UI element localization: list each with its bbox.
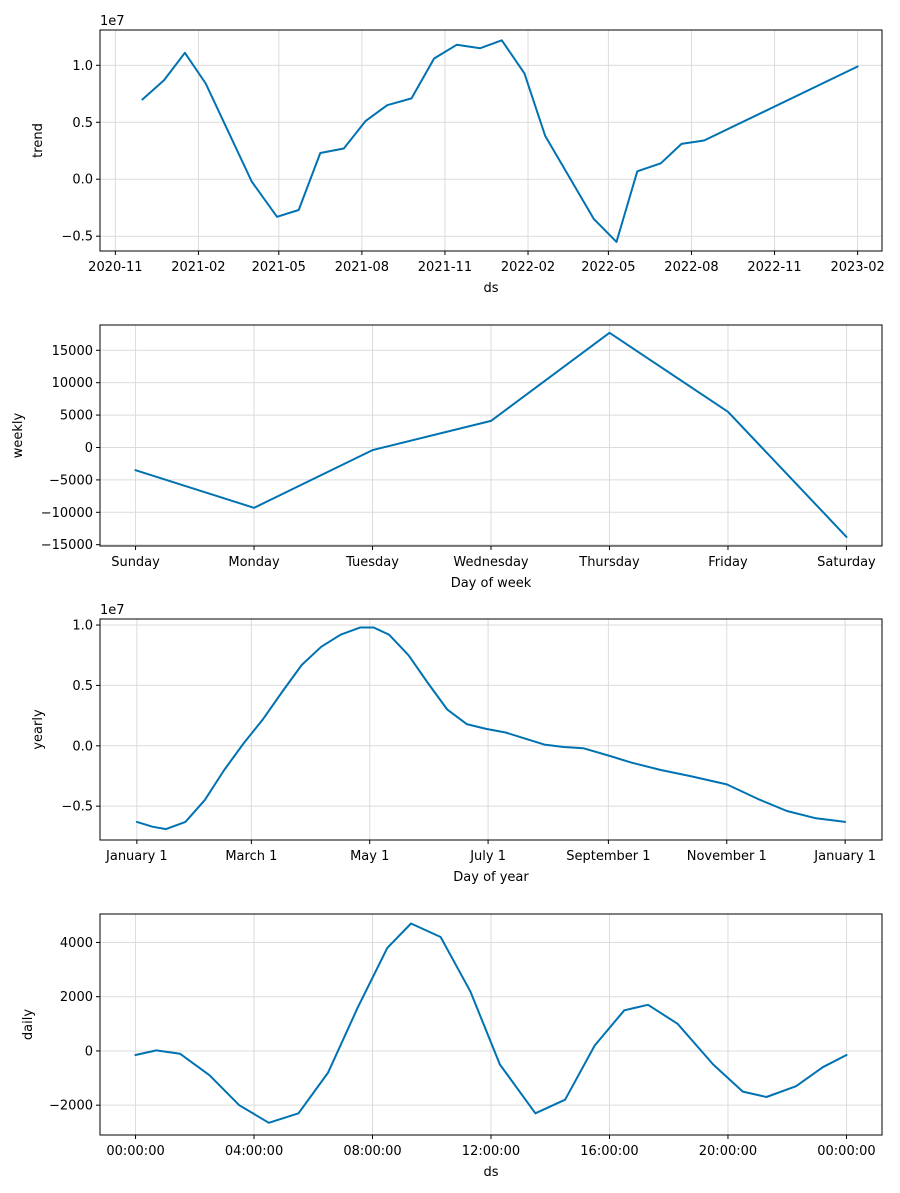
x-axis-label: Day of week	[451, 576, 532, 591]
x-tick-label: 2022-05	[581, 260, 635, 275]
x-tick-label: 00:00:00	[817, 1144, 875, 1159]
plot-area-frame	[99, 618, 883, 841]
y-tick-label: 0.5	[72, 116, 93, 131]
x-tick-label: 2021-11	[418, 260, 472, 275]
y-tick-label: 0.0	[72, 173, 93, 188]
x-tick-label: September 1	[566, 849, 650, 864]
y-axis-label: trend	[31, 123, 46, 158]
y-tick-label: −0.5	[61, 230, 93, 245]
x-tick-label: 20:00:00	[699, 1144, 757, 1159]
plot-area-frame	[99, 29, 883, 252]
y-offset-label: 1e7	[100, 603, 125, 618]
y-tick-label: 15000	[52, 344, 93, 359]
weekly-series-line	[134, 331, 848, 538]
y-tick-label: 0.0	[72, 739, 93, 754]
chart-panel-daily: 00:00:00 04:00:00 08:00:00 12:00:00 16:00:00…	[21, 913, 883, 1180]
x-tick-label: 2022-08	[664, 260, 718, 275]
x-tick-label: 04:00:00	[225, 1144, 283, 1159]
y-tick-label: −5000	[49, 473, 93, 488]
x-tick-label: July 1	[469, 849, 506, 864]
y-tick-label: 0.5	[72, 679, 93, 694]
x-tick-label: 2020-11	[88, 260, 142, 275]
y-tick-label: −10000	[41, 506, 93, 521]
y-tick-label: −2000	[49, 1099, 93, 1114]
x-axis-label: ds	[483, 1165, 498, 1180]
x-axis-label: Day of year	[453, 870, 529, 885]
x-tick-label: Sunday	[111, 555, 160, 570]
daily-series-line	[134, 922, 848, 1124]
x-tick-label: 2021-02	[171, 260, 225, 275]
x-tick-label: 00:00:00	[106, 1144, 164, 1159]
x-tick-label: Wednesday	[453, 555, 529, 570]
y-tick-label: 4000	[60, 936, 93, 951]
x-tick-label: Saturday	[817, 555, 876, 570]
x-tick-label: Monday	[228, 555, 280, 570]
y-tick-label: 0	[85, 441, 93, 456]
y-axis-label: daily	[21, 1009, 36, 1040]
x-tick-label: 12:00:00	[462, 1144, 520, 1159]
x-tick-label: January 1	[105, 849, 168, 864]
y-axis-label: yearly	[31, 709, 46, 750]
y-offset-label: 1e7	[100, 14, 125, 29]
chart-panel-trend: 2020-11 2021-02 2021-05 2021-08 2021-11 2022-…	[31, 14, 885, 296]
trend-series-line	[141, 39, 859, 243]
y-axis-label: weekly	[11, 412, 26, 458]
y-tick-label: 1.0	[72, 59, 93, 74]
x-tick-label: January 1	[813, 849, 876, 864]
x-tick-label: Thursday	[578, 555, 640, 570]
yearly-series-line	[135, 626, 847, 831]
x-tick-label: 2021-05	[252, 260, 306, 275]
x-axis-label: ds	[483, 281, 498, 296]
x-tick-label: 2022-02	[501, 260, 555, 275]
x-tick-label: 08:00:00	[343, 1144, 401, 1159]
x-tick-label: November 1	[687, 849, 767, 864]
y-tick-label: 5000	[60, 409, 93, 424]
x-tick-label: 2022-11	[747, 260, 801, 275]
x-tick-label: 16:00:00	[580, 1144, 638, 1159]
y-tick-label: 0	[85, 1044, 93, 1059]
chart-panel-yearly: January 1 March 1 May 1 July 1 September 1 No…	[31, 603, 883, 885]
y-tick-label: 10000	[52, 376, 93, 391]
x-tick-label: March 1	[225, 849, 277, 864]
x-tick-label: Friday	[708, 555, 748, 570]
y-tick-label: 1.0	[72, 619, 93, 634]
x-tick-label: Tuesday	[345, 555, 399, 570]
chart-panel-weekly: Sunday Monday Tuesday Wednesday Thursday Frid…	[11, 324, 883, 591]
y-tick-label: 2000	[60, 990, 93, 1005]
x-tick-label: May 1	[350, 849, 389, 864]
x-tick-label: 2021-08	[335, 260, 389, 275]
x-tick-label: 2023-02	[830, 260, 884, 275]
y-tick-label: −0.5	[61, 800, 93, 815]
y-tick-label: −15000	[41, 538, 93, 553]
